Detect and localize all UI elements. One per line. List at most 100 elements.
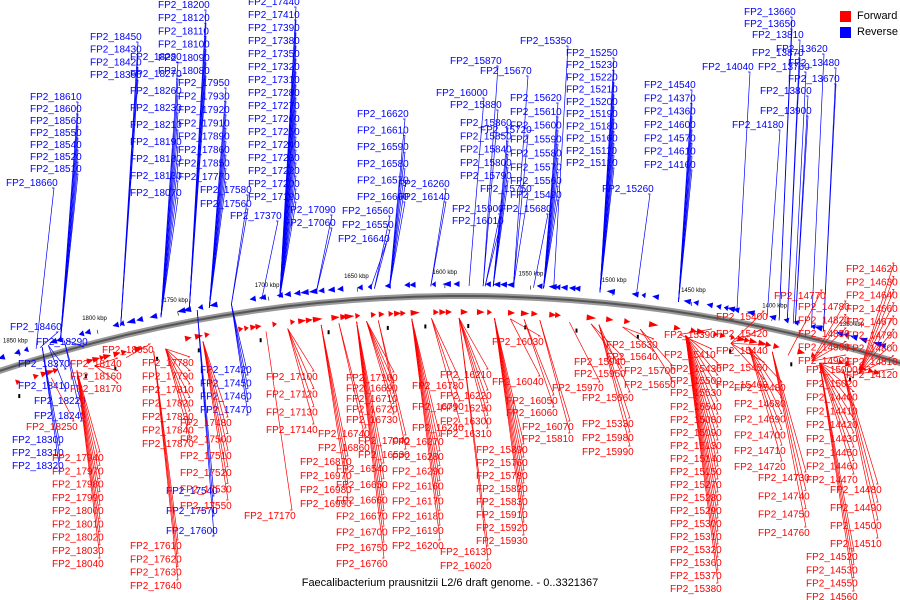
forward-gene-label: FP2_17520 bbox=[180, 468, 232, 479]
reverse-gene-leader bbox=[543, 144, 559, 289]
reverse-gene bbox=[404, 281, 410, 288]
reverse-gene-leader bbox=[678, 142, 693, 303]
forward-gene-label: FP2_15400 bbox=[716, 312, 768, 323]
forward-gene-leader bbox=[431, 318, 461, 423]
forward-gene bbox=[712, 331, 718, 337]
reverse-gene-label: FP2_17270 bbox=[248, 101, 300, 112]
forward-gene-label: FP2_14820 bbox=[798, 316, 850, 327]
forward-gene bbox=[410, 309, 420, 316]
forward-gene-label: FP2_18020 bbox=[52, 533, 104, 544]
forward-gene-leader bbox=[598, 324, 631, 433]
reverse-gene-label: FP2_15620 bbox=[510, 93, 562, 104]
forward-gene bbox=[765, 341, 772, 348]
forward-gene bbox=[460, 309, 469, 316]
reverse-gene bbox=[850, 335, 859, 341]
forward-gene-label: FP2_16300 bbox=[440, 416, 492, 427]
forward-gene-label: FP2_15940 bbox=[574, 357, 626, 368]
forward-gene-leader bbox=[523, 319, 555, 408]
feature-marker bbox=[156, 356, 159, 361]
reverse-gene-leader bbox=[635, 193, 651, 297]
forward-gene-leader bbox=[819, 362, 855, 379]
forward-gene bbox=[393, 310, 402, 317]
scale-tick-label: 1400 kbp bbox=[762, 303, 787, 309]
reverse-gene-leader bbox=[736, 71, 751, 312]
reverse-gene-label: FP2_13480 bbox=[788, 58, 840, 69]
forward-gene-label: FP2_17040 bbox=[358, 436, 410, 447]
reverse-gene-label: FP2_13650 bbox=[744, 19, 796, 30]
forward-gene bbox=[32, 373, 39, 380]
forward-gene-label: FP2_17790 bbox=[142, 372, 194, 383]
forward-gene bbox=[133, 346, 144, 353]
reverse-gene bbox=[683, 298, 692, 305]
reverse-gene-label: FP2_16570 bbox=[357, 175, 409, 186]
forward-gene-label: FP2_16990 bbox=[300, 499, 352, 510]
reverse-gene-label: FP2_17910 bbox=[178, 118, 230, 129]
forward-gene-label: FP2_14690 bbox=[734, 415, 786, 426]
reverse-gene-label: FP2_17930 bbox=[178, 91, 230, 102]
reverse-gene-label: FP2_18600 bbox=[30, 104, 82, 115]
forward-gene-leader bbox=[431, 318, 461, 402]
reverse-gene-label: FP2_15190 bbox=[566, 109, 618, 120]
forward-gene-leader bbox=[76, 370, 101, 479]
reverse-gene-label: FP2_15180 bbox=[566, 121, 618, 132]
reverse-gene-label: FP2_18540 bbox=[30, 140, 82, 151]
feature-marker bbox=[114, 366, 117, 371]
forward-gene-leader bbox=[202, 341, 229, 418]
forward-gene-label: FP2_14750 bbox=[758, 510, 810, 521]
reverse-gene-leader bbox=[513, 134, 529, 287]
reverse-gene-leader bbox=[231, 304, 249, 376]
reverse-gene-label: FP2_17770 bbox=[178, 172, 230, 183]
forward-gene-label: FP2_14480 bbox=[830, 485, 882, 496]
scale-tick-label: 1700 kbp bbox=[255, 283, 280, 289]
forward-gene bbox=[520, 310, 530, 317]
reverse-gene-label: FP2_16010 bbox=[452, 216, 504, 227]
forward-gene-leader bbox=[320, 324, 349, 485]
reverse-gene bbox=[716, 303, 722, 310]
forward-gene-leader bbox=[748, 346, 783, 414]
reverse-gene bbox=[536, 283, 543, 290]
reverse-gene-label: FP2_17420 bbox=[200, 365, 252, 376]
forward-gene-leader bbox=[202, 341, 229, 484]
reverse-gene-label: FP2_14610 bbox=[644, 147, 696, 158]
reverse-gene-leader bbox=[468, 97, 485, 287]
reverse-gene-label: FP2_16550 bbox=[342, 220, 394, 231]
forward-gene-leader bbox=[287, 328, 315, 425]
forward-gene-label: FP2_17970 bbox=[52, 466, 104, 477]
reverse-gene-leader bbox=[543, 158, 559, 289]
forward-gene-label: FP2_17820 bbox=[142, 399, 194, 410]
forward-gene-label: FP2_16980 bbox=[300, 485, 352, 496]
reverse-gene-label: FP2_18520 bbox=[30, 152, 82, 163]
reverse-gene-label: FP2_16560 bbox=[342, 206, 394, 217]
forward-gene-label: FP2_16870 bbox=[300, 457, 352, 468]
reverse-gene-label: FP2_18220 bbox=[34, 396, 86, 407]
forward-gene-label: FP2_14420 bbox=[806, 420, 858, 431]
reverse-gene-leader bbox=[543, 199, 559, 289]
reverse-gene-leader bbox=[766, 129, 781, 318]
forward-gene-leader bbox=[730, 327, 765, 344]
reverse-gene bbox=[357, 284, 363, 291]
reverse-gene-label: FP2_17280 bbox=[248, 88, 300, 99]
reverse-gene-leader bbox=[543, 130, 559, 289]
reverse-gene bbox=[814, 325, 823, 332]
reverse-gene-label: FP2_16610 bbox=[357, 126, 409, 137]
reverse-gene-label: FP2_17390 bbox=[248, 23, 300, 34]
forward-gene bbox=[749, 337, 758, 344]
forward-gene-leader bbox=[76, 370, 101, 453]
forward-gene-label: FP2_18010 bbox=[52, 519, 104, 530]
forward-gene-leader bbox=[730, 342, 765, 346]
forward-gene-label: FP2_14720 bbox=[734, 462, 786, 473]
reverse-gene-label: FP2_15120 bbox=[566, 158, 618, 169]
reverse-gene-label: FP2_14600 bbox=[644, 120, 696, 131]
forward-gene-label: FP2_16030 bbox=[492, 337, 544, 348]
forward-gene-label: FP2_14740 bbox=[758, 491, 810, 502]
reverse-gene-leader bbox=[279, 201, 297, 298]
reverse-gene bbox=[641, 292, 646, 299]
forward-gene-leader bbox=[165, 348, 191, 358]
forward-gene-label: FP2_17130 bbox=[266, 407, 318, 418]
reverse-gene-label: FP2_15200 bbox=[566, 97, 618, 108]
reverse-gene-leader bbox=[39, 331, 59, 348]
forward-gene-label: FP2_16230 bbox=[440, 404, 492, 415]
forward-gene-leader bbox=[771, 351, 807, 510]
reverse-gene-label: FP2_18390 bbox=[90, 70, 142, 81]
